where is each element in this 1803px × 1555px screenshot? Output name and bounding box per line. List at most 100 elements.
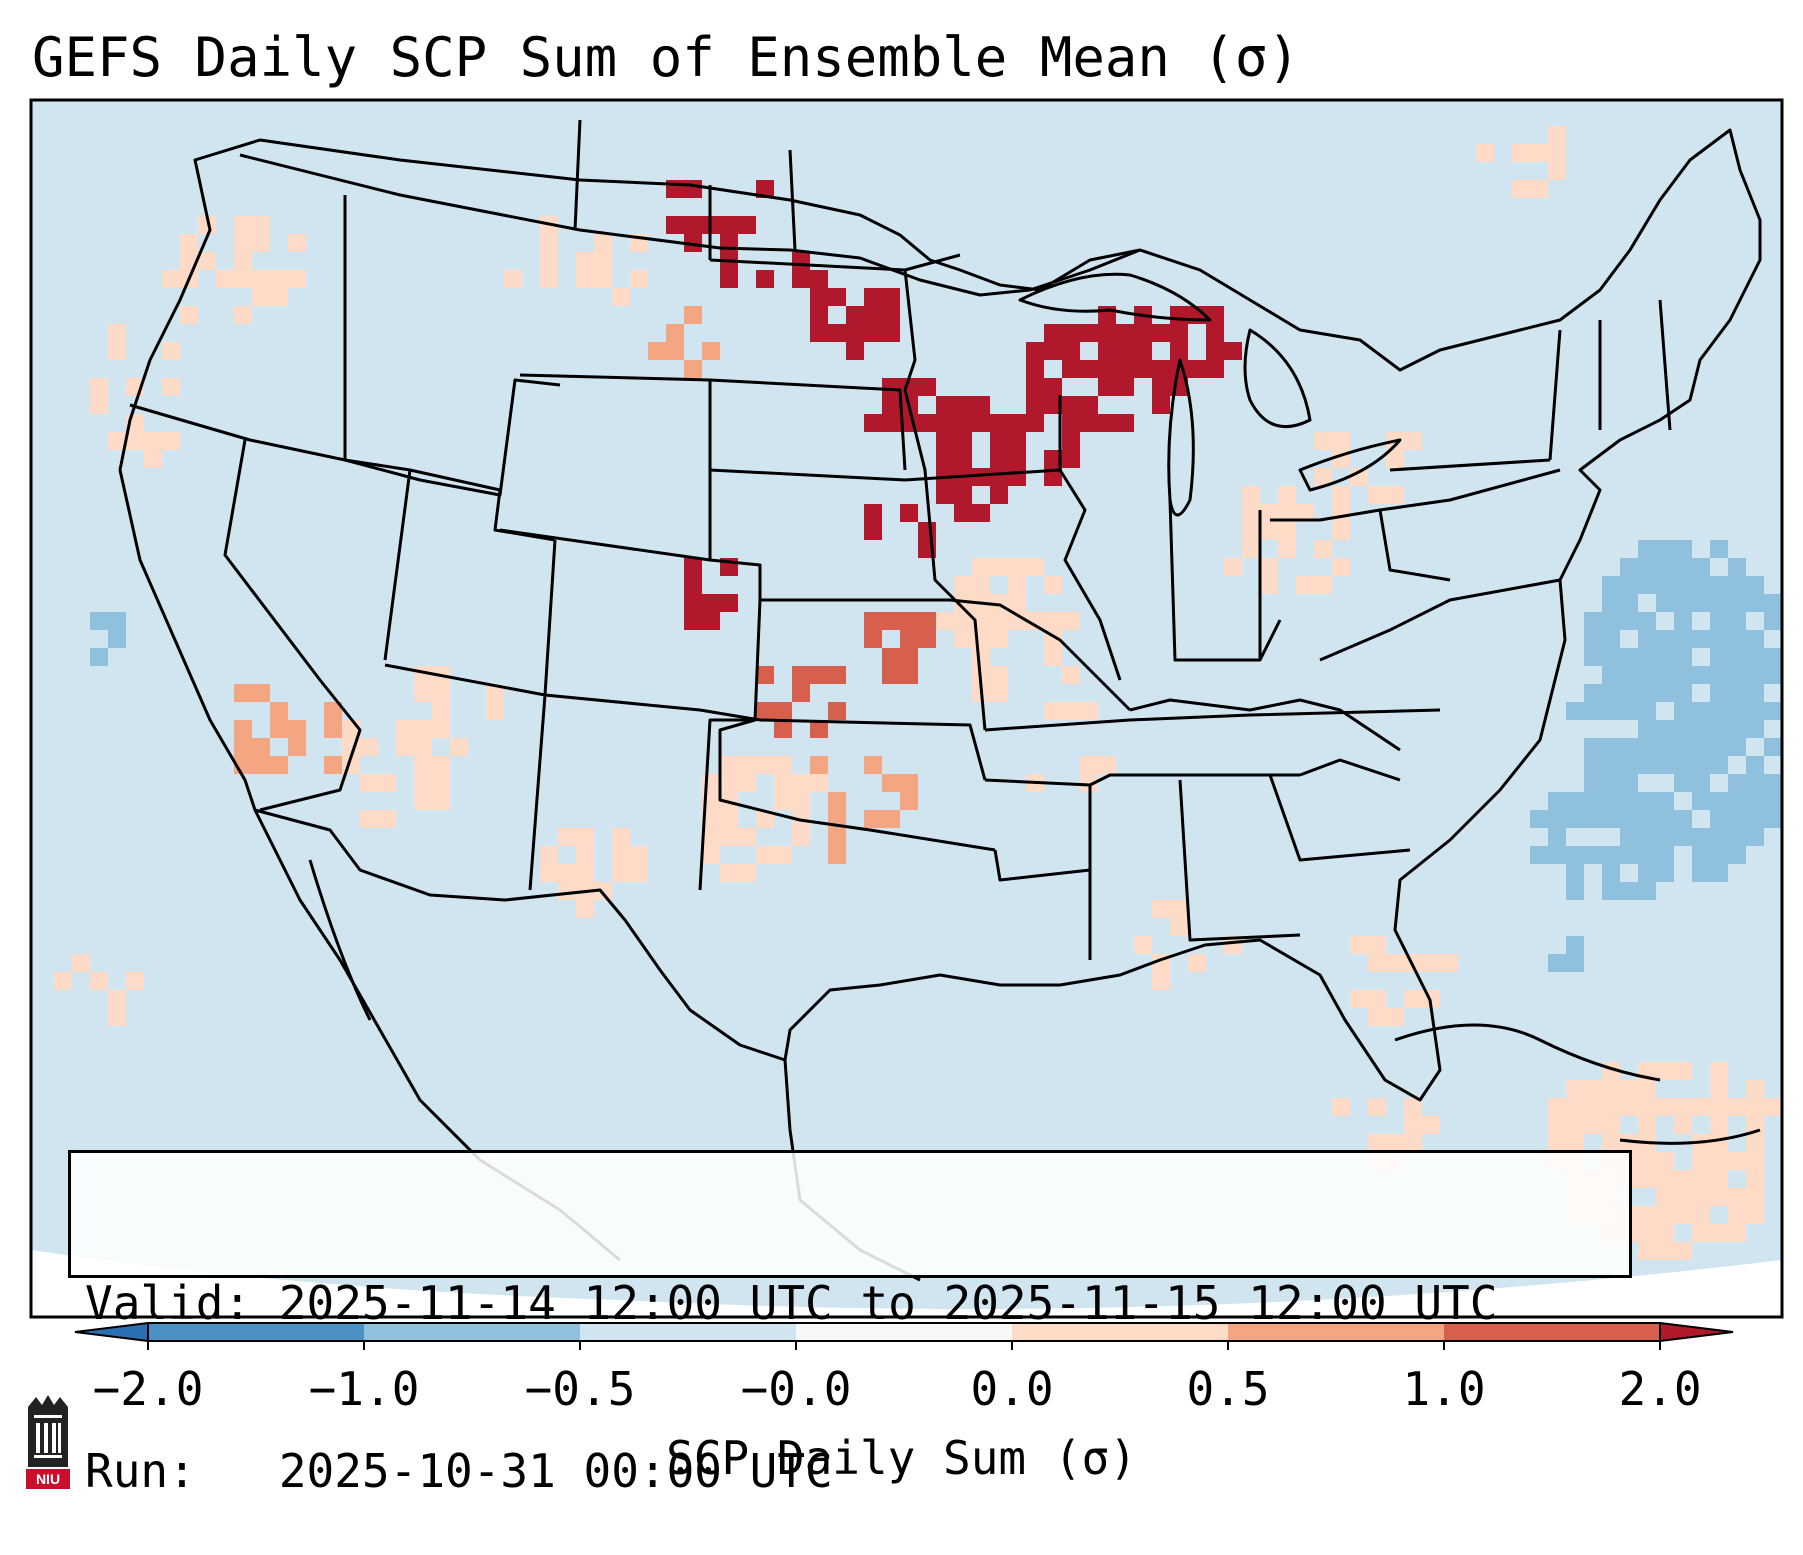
anomaly-pixel — [1098, 360, 1116, 378]
anomaly-pixel — [1242, 486, 1260, 504]
anomaly-pixel — [954, 612, 972, 630]
colorbar-bin — [148, 1323, 364, 1341]
anomaly-pixel — [882, 774, 900, 792]
anomaly-pixel — [1746, 792, 1764, 810]
anomaly-pixel — [1638, 792, 1656, 810]
anomaly-pixel — [1674, 1242, 1692, 1260]
anomaly-pixel — [1530, 144, 1548, 162]
colorbar-bin — [796, 1323, 1012, 1341]
anomaly-pixel — [612, 828, 630, 846]
anomaly-pixel — [1656, 1206, 1674, 1224]
anomaly-pixel — [684, 216, 702, 234]
anomaly-pixel — [1692, 828, 1710, 846]
anomaly-pixel — [1062, 666, 1080, 684]
anomaly-pixel — [1584, 612, 1602, 630]
anomaly-pixel — [108, 630, 126, 648]
valid-run-info-box: Valid: 2025-11-14 12:00 UTC to 2025-11-1… — [68, 1150, 1632, 1498]
anomaly-pixel — [810, 306, 828, 324]
anomaly-pixel — [828, 792, 846, 810]
anomaly-pixel — [432, 792, 450, 810]
anomaly-pixel — [90, 396, 108, 414]
anomaly-pixel — [756, 180, 774, 198]
anomaly-pixel — [1728, 558, 1746, 576]
anomaly-pixel — [1728, 846, 1746, 864]
anomaly-pixel — [1566, 1080, 1584, 1098]
anomaly-pixel — [864, 414, 882, 432]
anomaly-pixel — [234, 684, 252, 702]
anomaly-pixel — [1620, 738, 1638, 756]
anomaly-pixel — [1620, 1080, 1638, 1098]
anomaly-pixel — [252, 216, 270, 234]
anomaly-pixel — [180, 234, 198, 252]
anomaly-pixel — [1782, 1116, 1800, 1134]
colorbar-bin — [1444, 1323, 1660, 1341]
anomaly-pixel — [1152, 900, 1170, 918]
anomaly-pixel — [108, 990, 126, 1008]
colorbar-tick-label: 1.0 — [1402, 1362, 1486, 1416]
anomaly-pixel — [1692, 1206, 1710, 1224]
anomaly-pixel — [1728, 702, 1746, 720]
anomaly-pixel — [666, 216, 684, 234]
anomaly-pixel — [1674, 1098, 1692, 1116]
lake-erie — [1298, 438, 1402, 492]
anomaly-pixel — [1656, 594, 1674, 612]
anomaly-pixel — [450, 738, 468, 756]
anomaly-pixel — [864, 288, 882, 306]
anomaly-pixel — [1098, 756, 1116, 774]
anomaly-pixel — [864, 612, 882, 630]
anomaly-pixel — [936, 450, 954, 468]
anomaly-pixel — [1710, 720, 1728, 738]
anomaly-pixel — [1728, 612, 1746, 630]
anomaly-pixel — [108, 432, 126, 450]
anomaly-pixel — [810, 324, 828, 342]
anomaly-pixel — [882, 396, 900, 414]
anomaly-pixel — [954, 630, 972, 648]
anomaly-pixel — [108, 612, 126, 630]
anomaly-pixel — [828, 666, 846, 684]
anomaly-pixel — [972, 504, 990, 522]
colorbar-tick-label: 2.0 — [1618, 1362, 1702, 1416]
anomaly-pixel — [1044, 378, 1062, 396]
anomaly-pixel — [270, 270, 288, 288]
niu-logo: NIU — [26, 1395, 70, 1489]
anomaly-pixel — [1728, 810, 1746, 828]
anomaly-pixel — [1746, 648, 1764, 666]
anomaly-pixel — [1692, 1224, 1710, 1242]
anomaly-pixel — [1674, 1116, 1692, 1134]
anomaly-pixel — [1602, 666, 1620, 684]
anomaly-pixel — [1710, 1080, 1728, 1098]
anomaly-pixel — [702, 846, 720, 864]
anomaly-pixel — [1476, 144, 1494, 162]
anomaly-pixel — [90, 648, 108, 666]
anomaly-pixel — [1782, 702, 1800, 720]
anomaly-pixel — [396, 720, 414, 738]
anomaly-pixel — [1026, 558, 1044, 576]
colorbar-tick-label: 0.0 — [970, 1362, 1054, 1416]
anomaly-pixel — [594, 882, 612, 900]
anomaly-pixel — [1710, 810, 1728, 828]
valid-time-line: Valid: 2025-11-14 12:00 UTC to 2025-11-1… — [85, 1276, 1498, 1330]
anomaly-pixel — [1746, 666, 1764, 684]
anomaly-pixel — [1674, 1170, 1692, 1188]
anomaly-pixel — [792, 684, 810, 702]
anomaly-pixel — [1638, 1170, 1656, 1188]
anomaly-pixel — [1062, 396, 1080, 414]
anomaly-pixel — [882, 324, 900, 342]
anomaly-pixel — [1692, 702, 1710, 720]
anomaly-pixel — [1296, 504, 1314, 522]
anomaly-pixel — [882, 648, 900, 666]
anomaly-pixel — [1638, 882, 1656, 900]
anomaly-pixel — [1116, 342, 1134, 360]
anomaly-pixel — [1170, 918, 1188, 936]
anomaly-pixel — [810, 720, 828, 738]
anomaly-pixel — [1530, 180, 1548, 198]
anomaly-pixel — [1692, 1170, 1710, 1188]
anomaly-pixel — [1656, 1188, 1674, 1206]
anomaly-pixel — [1278, 522, 1296, 540]
anomaly-pixel — [1710, 1134, 1728, 1152]
anomaly-pixel — [126, 972, 144, 990]
colorbar-tick-label: −0.0 — [740, 1362, 852, 1416]
anomaly-pixel — [936, 486, 954, 504]
anomaly-pixel — [1260, 504, 1278, 522]
anomaly-pixel — [1638, 1206, 1656, 1224]
